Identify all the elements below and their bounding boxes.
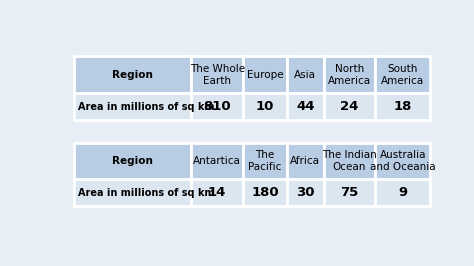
Text: 18: 18 <box>393 100 412 113</box>
Bar <box>243 143 287 179</box>
Text: 810: 810 <box>203 100 231 113</box>
Text: Australia
and Oceania: Australia and Oceania <box>370 150 436 172</box>
Bar <box>74 93 191 120</box>
Bar <box>375 93 430 120</box>
Bar <box>375 179 430 206</box>
Bar <box>324 56 375 93</box>
Bar <box>191 143 243 179</box>
Text: 75: 75 <box>340 186 359 199</box>
Bar <box>287 143 324 179</box>
Bar <box>324 93 375 120</box>
Bar <box>74 143 191 179</box>
Text: The Indian
Ocean: The Indian Ocean <box>322 150 377 172</box>
Text: South
America: South America <box>381 64 424 86</box>
Bar <box>375 56 430 93</box>
Bar <box>287 93 324 120</box>
Bar <box>74 56 191 93</box>
Text: Asia: Asia <box>294 70 316 80</box>
Text: Antartica: Antartica <box>193 156 241 166</box>
Text: Area in millions of sq km: Area in millions of sq km <box>78 188 215 198</box>
Text: 14: 14 <box>208 186 227 199</box>
Text: 44: 44 <box>296 100 315 113</box>
Text: Africa: Africa <box>291 156 320 166</box>
Text: 10: 10 <box>256 100 274 113</box>
Text: 30: 30 <box>296 186 315 199</box>
Bar <box>191 56 243 93</box>
Bar <box>324 179 375 206</box>
Text: 24: 24 <box>340 100 359 113</box>
Text: The Whole
Earth: The Whole Earth <box>190 64 245 86</box>
Bar <box>243 56 287 93</box>
Bar <box>324 143 375 179</box>
Bar <box>191 93 243 120</box>
Bar <box>375 143 430 179</box>
Text: Region: Region <box>112 156 153 166</box>
Bar <box>243 179 287 206</box>
Bar <box>287 56 324 93</box>
Text: Region: Region <box>112 70 153 80</box>
Text: North
America: North America <box>328 64 371 86</box>
Text: Europe: Europe <box>246 70 283 80</box>
Text: 180: 180 <box>251 186 279 199</box>
Bar <box>243 93 287 120</box>
Text: 9: 9 <box>398 186 407 199</box>
Bar <box>287 179 324 206</box>
Bar <box>191 179 243 206</box>
Bar <box>74 179 191 206</box>
Text: Area in millions of sq km: Area in millions of sq km <box>78 102 215 112</box>
Text: The
Pacific: The Pacific <box>248 150 282 172</box>
